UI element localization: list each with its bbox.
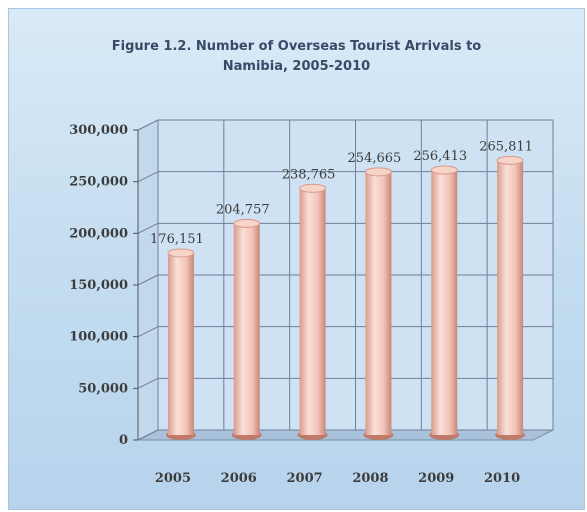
data-label: 254,665 — [348, 151, 402, 166]
data-label: 204,757 — [216, 202, 270, 217]
y-tick-label: 300,000 — [69, 123, 128, 138]
data-label: 238,765 — [282, 167, 336, 182]
y-tick-label: 50,000 — [78, 381, 128, 396]
gridline-depth — [137, 377, 159, 389]
bar — [233, 223, 260, 435]
bar-top — [430, 165, 458, 175]
gridline-depth — [137, 429, 159, 441]
chart-title-line-1: Figure 1.2. Number of Overseas Tourist A… — [111, 39, 482, 54]
bar-top — [496, 155, 524, 165]
data-label: 265,811 — [479, 139, 533, 154]
x-tick-label: 2008 — [352, 471, 388, 486]
bar — [365, 171, 392, 435]
y-tick-label: 250,000 — [69, 175, 128, 190]
bar-top — [299, 183, 327, 193]
x-tick-label: 2010 — [484, 471, 520, 486]
bar — [431, 170, 458, 435]
gridline-depth — [137, 222, 159, 234]
y-tick-label: 200,000 — [69, 226, 128, 241]
bar-top — [233, 218, 261, 228]
data-label: 256,413 — [413, 149, 467, 164]
gridline-depth — [137, 326, 159, 338]
chart-title: Figure 1.2. Number of Overseas Tourist A… — [9, 37, 584, 77]
bar-top — [167, 248, 195, 258]
chart-title-line-2: Namibia, 2005-2010 — [222, 59, 371, 74]
y-tick-label: 150,000 — [69, 278, 128, 293]
x-tick-label: 2006 — [221, 471, 257, 486]
bar — [299, 188, 326, 435]
gridline-depth — [137, 119, 159, 131]
x-tick-label: 2005 — [155, 471, 191, 486]
x-tick-label: 2009 — [418, 471, 454, 486]
bar-top — [364, 167, 392, 177]
floor — [137, 429, 554, 441]
x-tick-label: 2007 — [286, 471, 322, 486]
gridline-depth — [137, 274, 159, 286]
y-tick-label: 100,000 — [69, 330, 128, 345]
bar — [167, 252, 194, 435]
y-tick-label: 0 — [119, 433, 128, 448]
bar — [497, 160, 524, 436]
gridline-depth — [137, 171, 159, 183]
data-label: 176,151 — [150, 232, 204, 247]
